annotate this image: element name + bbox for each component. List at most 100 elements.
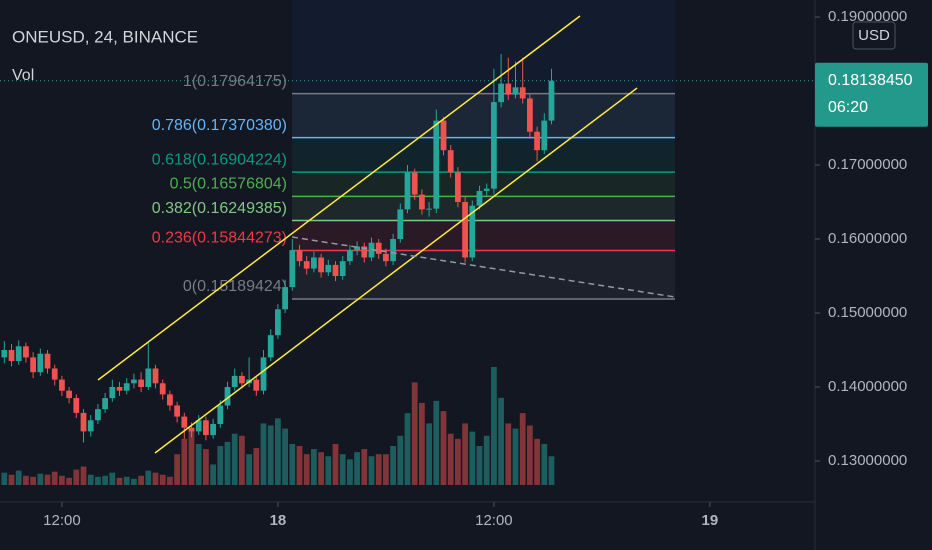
candle-body [519,87,526,99]
dashed-trend [291,236,676,298]
volume-bar [318,452,324,485]
volume-bar [469,431,476,485]
fib-label: 0(0.15189424) [183,278,287,295]
volume-bar [282,428,288,485]
volume-bar [361,449,368,485]
volume-bar [195,443,202,485]
volume-bar [102,475,108,485]
volume-bar [404,413,411,485]
fib-label: 0.236(0.15844273) [152,230,287,247]
volume-bar [37,473,44,485]
candle-body [116,386,123,391]
countdown: 06:20 [828,99,868,116]
candle-body [239,375,245,384]
fib-layer: 1(0.17964175) 0.786(0.17370380) 0.618(0.16… [152,0,675,300]
candle-body [354,246,360,251]
candle-body [66,390,72,399]
volume-bar [548,456,555,485]
volume-bar [1,472,8,485]
candle-body [411,172,418,195]
volume-bar [246,454,252,485]
volume-bar [239,435,245,485]
volume-bar [188,428,195,485]
candle-body [390,239,396,262]
candle-body [152,368,159,384]
candle-body [397,209,404,240]
channel-lower [154,87,638,454]
candle-body [267,335,274,358]
candle-layer [1,54,555,443]
candle-body [131,379,137,384]
volume-bar [73,469,80,485]
candle-body [332,264,339,276]
candle-body [253,379,260,391]
volume-bar [462,423,468,485]
volume-bar [383,454,389,485]
volume-bar [519,413,526,485]
volume-bar [116,477,123,485]
volume-bar [30,476,36,485]
candle-body [23,346,29,358]
fib-band [292,220,675,251]
candle-body [296,250,303,262]
volume-bar [447,433,454,485]
y-tick-label: 0.16000000 [828,230,907,247]
candle-body [455,172,461,203]
fib-band [292,137,675,173]
candle-body [15,346,22,362]
volume-bar [419,402,425,485]
candle-body [1,349,8,358]
candle-body [476,190,483,206]
volume-bar [159,474,166,485]
volume-bar [397,435,404,485]
candle-body [80,412,87,432]
volume-bar [339,454,346,485]
volume-bar [332,443,339,485]
candle-body [289,250,296,288]
volume-bar [267,425,274,485]
last-price-label: 0.18138450 [828,72,913,89]
candle-body [303,261,310,269]
volume-bar [59,475,65,485]
candle-body [318,257,324,273]
candle-body [181,416,188,428]
x-tick-label: 12:00 [475,512,513,529]
last-price-box [815,62,928,127]
volume-bar [311,449,317,485]
volume-bar [44,474,51,485]
candle-body [433,120,440,209]
currency-button[interactable] [852,21,896,50]
y-tick-label: 0.13000000 [828,452,907,469]
candle-body [548,80,555,121]
candle-body [217,405,224,424]
volume-bar [80,466,87,485]
candle-body [51,368,58,380]
candle-body [44,353,51,369]
volume-bar [534,438,540,485]
volume-bar [51,471,58,485]
volume-bar [210,464,216,485]
currency-text[interactable]: USD [858,27,890,44]
candle-body [375,242,382,254]
volume-bar [131,478,137,485]
candle-body [30,357,36,373]
volume-bar [289,443,296,485]
candle-body [138,379,144,387]
candle-body [203,420,209,436]
volume-bar [15,470,22,485]
candle-body [59,379,65,391]
y-tick-label: 0.17000000 [828,156,907,173]
candle-body [73,398,80,413]
candle-body [260,357,267,391]
channel-upper [97,15,581,381]
candle-body [275,309,281,336]
volume-bar [541,443,548,485]
volume-bar [203,449,209,485]
y-tick-label: 0.15000000 [828,304,907,321]
candle-body [447,150,454,173]
volume-bar [390,446,396,485]
candle-body [347,250,353,262]
candle-body [462,202,468,258]
volume-bar [368,456,375,485]
